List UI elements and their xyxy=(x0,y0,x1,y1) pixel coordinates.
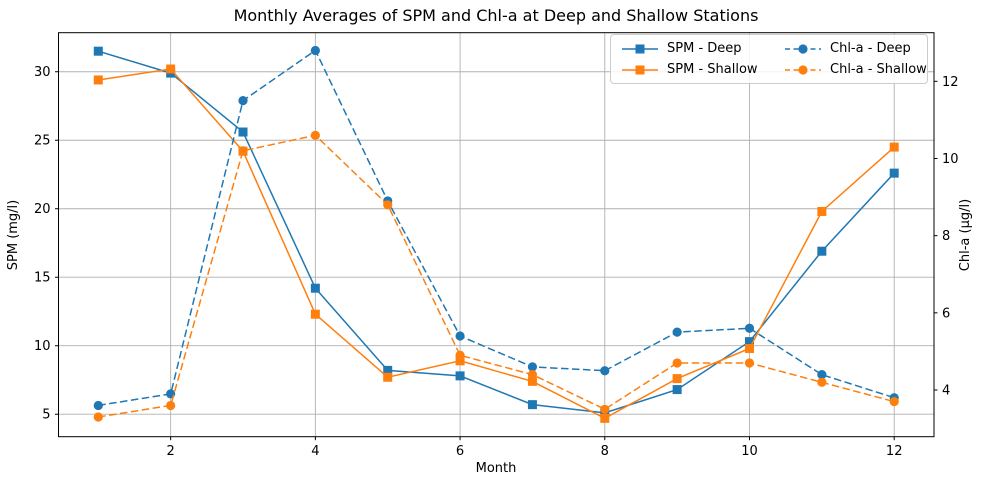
y-tick-left-label: 5 xyxy=(42,408,50,423)
x-axis-label: Month xyxy=(475,461,517,476)
legend-label-spm-deep: SPM - Deep xyxy=(667,41,742,56)
series-marker-chl-a-shallow xyxy=(455,350,465,360)
series-marker-spm-deep xyxy=(93,46,103,56)
y-tick-left-label: 10 xyxy=(34,339,51,354)
series-marker-spm-shallow xyxy=(672,374,682,384)
legend-item-chl-a-shallow: Chl-a - Shallow xyxy=(784,62,927,77)
x-tick-label: 10 xyxy=(741,444,758,459)
legend-label-chl-a-deep: Chl-a - Deep xyxy=(830,41,911,56)
y-axis-label-right: Chl-a (µg/l) xyxy=(958,199,973,271)
legend-label-spm-shallow: SPM - Shallow xyxy=(667,62,758,77)
legend-sample-chl-a-shallow xyxy=(785,64,821,75)
y-tick-right-label: 6 xyxy=(942,306,950,321)
y-axis-label-left: SPM (mg/l) xyxy=(6,200,21,271)
series-marker-chl-a-deep xyxy=(600,366,610,376)
series-marker-spm-shallow xyxy=(310,309,320,319)
series-marker-spm-shallow xyxy=(744,343,754,353)
series-marker-spm-shallow xyxy=(527,376,537,386)
plot-border xyxy=(58,32,935,438)
legend: SPM - Deep SPM - Shallow Chl-a - Deep Chl-a… xyxy=(610,34,928,84)
series-line-spm-deep xyxy=(98,50,895,414)
y-tick-right-label: 10 xyxy=(942,152,959,167)
series-marker-spm-deep xyxy=(383,365,393,375)
series-marker-spm-shallow xyxy=(166,64,176,74)
series-line-chl-a-shallow xyxy=(98,134,895,418)
series-marker-chl-a-shallow xyxy=(93,412,103,422)
chart-title: Monthly Averages of SPM and Chl-a at Dee… xyxy=(233,6,759,25)
legend-sample-spm-shallow xyxy=(622,65,658,74)
series-marker-chl-a-deep xyxy=(166,389,176,399)
x-tick-label: 6 xyxy=(456,444,464,459)
series-marker-spm-deep xyxy=(310,283,320,293)
series-marker-chl-a-deep xyxy=(310,45,320,56)
series-marker-spm-deep xyxy=(889,168,899,178)
x-tick-label: 8 xyxy=(601,444,609,459)
legend-label-chl-a-shallow: Chl-a - Shallow xyxy=(830,62,927,77)
y-tick-right-label: 4 xyxy=(942,384,950,399)
y-tick-right-label: 8 xyxy=(942,229,950,244)
series-marker-chl-a-deep xyxy=(238,96,248,106)
series-marker-spm-shallow xyxy=(600,413,610,423)
series-marker-chl-a-shallow xyxy=(166,400,176,411)
x-tick-label: 12 xyxy=(886,444,903,459)
series-marker-chl-a-deep xyxy=(817,369,827,380)
series-marker-spm-shallow xyxy=(383,372,393,382)
series-marker-chl-a-shallow xyxy=(600,404,610,414)
y-tick-left-label: 25 xyxy=(34,134,51,149)
series-marker-spm-deep xyxy=(238,127,248,137)
series-marker-chl-a-shallow xyxy=(672,358,682,368)
series-marker-spm-deep xyxy=(744,337,754,347)
series-marker-spm-deep xyxy=(817,246,827,256)
x-tick-label: 4 xyxy=(311,444,319,459)
series-marker-chl-a-shallow xyxy=(310,130,320,140)
y-tick-left-label: 20 xyxy=(34,202,51,217)
series-marker-chl-a-deep xyxy=(744,323,755,333)
series-marker-spm-shallow xyxy=(93,75,103,85)
x-tick-label: 2 xyxy=(167,444,175,459)
series-marker-chl-a-shallow xyxy=(527,369,538,380)
series-marker-chl-a-shallow xyxy=(744,358,755,368)
series-marker-spm-deep xyxy=(527,400,537,410)
series-marker-spm-shallow xyxy=(889,142,899,152)
series-marker-chl-a-shallow xyxy=(889,396,899,407)
series-marker-spm-deep xyxy=(455,371,465,381)
legend-sample-spm-deep xyxy=(622,44,658,53)
legend-sample-marker xyxy=(635,44,645,53)
series-marker-chl-a-deep xyxy=(527,362,538,372)
series-marker-chl-a-shallow xyxy=(383,200,393,210)
legend-item-spm-deep: SPM - Deep xyxy=(621,41,784,56)
series-marker-spm-shallow xyxy=(817,206,827,216)
legend-sample-marker xyxy=(798,64,808,75)
series-line-chl-a-deep xyxy=(98,49,895,407)
series-line-spm-shallow xyxy=(98,68,895,420)
y-tick-left-label: 15 xyxy=(34,271,51,286)
legend-sample-chl-a-deep xyxy=(785,43,821,54)
legend-sample-marker xyxy=(635,65,645,74)
legend-sample-marker xyxy=(798,43,808,54)
legend-item-chl-a-deep: Chl-a - Deep xyxy=(784,41,927,56)
y-tick-right-label: 12 xyxy=(942,75,959,90)
legend-item-spm-shallow: SPM - Shallow xyxy=(621,62,784,77)
series-marker-spm-deep xyxy=(672,385,682,395)
series-marker-spm-shallow xyxy=(455,356,465,366)
y-tick-left-label: 30 xyxy=(34,65,51,80)
series-marker-chl-a-deep xyxy=(93,400,103,411)
series-marker-chl-a-deep xyxy=(455,331,465,341)
series-marker-chl-a-shallow xyxy=(817,377,827,387)
series-marker-chl-a-shallow xyxy=(238,146,248,156)
series-marker-chl-a-deep xyxy=(672,327,682,337)
